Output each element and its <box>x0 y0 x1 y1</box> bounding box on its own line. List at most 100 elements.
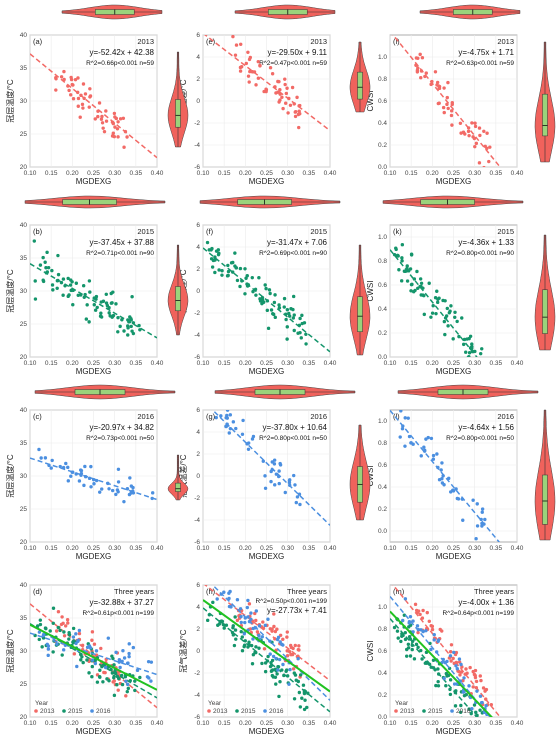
data-point-2016 <box>122 656 127 660</box>
x-tick-label: 0.15 <box>218 545 231 552</box>
data-point-2015 <box>50 268 54 273</box>
data-point-2015 <box>476 731 479 734</box>
data-point-2015 <box>99 311 103 315</box>
data-point-2013 <box>244 61 249 66</box>
data-point-2015 <box>304 342 308 346</box>
data-point-2015 <box>405 279 410 283</box>
data-point-2015 <box>250 275 254 280</box>
data-point-2015 <box>260 661 264 666</box>
data-point-2015 <box>61 293 65 297</box>
data-point-2013 <box>433 70 438 74</box>
data-point-2016 <box>82 483 86 488</box>
panel-year-label: 2013 <box>310 37 327 46</box>
data-point-2013 <box>416 630 420 635</box>
panel-letter: (h) <box>206 587 216 596</box>
data-point-2016 <box>296 656 300 661</box>
panel-year-label: 2015 <box>310 227 327 236</box>
x-tick-label: 0.25 <box>87 720 100 727</box>
data-point-2013 <box>60 615 64 619</box>
x-axis-label: MGDEXG <box>76 727 112 736</box>
data-point-2016 <box>89 485 93 489</box>
data-point-2016 <box>274 472 279 476</box>
data-point-2013 <box>471 685 475 689</box>
data-point-2013 <box>56 609 61 614</box>
y-tick-label: 0 <box>196 288 200 295</box>
y-tick-label: 0 <box>196 473 200 480</box>
top-violin-c <box>34 384 176 400</box>
fit-statistics: R^2=0.63p<0.001 n=59 <box>446 60 514 67</box>
data-point-2013 <box>262 89 266 94</box>
data-point-2013 <box>458 673 462 677</box>
fit-equation: y=-4.36x + 1.33 <box>458 238 514 247</box>
data-point-2015 <box>459 703 463 708</box>
fit-statistics: R^2=0.71p<0.001 n=90 <box>86 250 154 257</box>
data-point-2016 <box>125 487 130 491</box>
data-point-2016 <box>281 643 285 647</box>
legend-item-2015: 2015 <box>428 708 443 715</box>
data-point-2016 <box>480 524 484 528</box>
data-point-2015 <box>301 683 306 687</box>
legend-marker-2016 <box>90 709 94 713</box>
data-point-2015 <box>118 324 122 329</box>
data-point-2013 <box>449 659 453 663</box>
data-point-2016 <box>432 638 436 642</box>
legend-item-2013: 2013 <box>40 708 55 715</box>
panel-i: 0.10 0.15 0.20 0.25 0.30 0.35 0.40 0.0 0.2 0.4 0.6… <box>366 34 524 186</box>
data-point-2015 <box>85 303 89 307</box>
plot-marks <box>30 53 157 159</box>
data-point-2016 <box>432 632 436 637</box>
data-point-2015 <box>460 316 464 320</box>
data-point-2013 <box>297 644 301 648</box>
data-point-2015 <box>98 668 102 672</box>
y-tick-label: 1.0 <box>378 604 387 611</box>
data-point-2015 <box>105 303 110 308</box>
side-violin-i <box>534 41 556 163</box>
data-point-2016 <box>66 465 70 470</box>
data-point-2015 <box>94 294 99 299</box>
data-point-2013 <box>450 123 454 127</box>
data-point-2015 <box>270 658 275 663</box>
data-point-2016 <box>149 660 154 664</box>
data-point-2016 <box>103 665 108 670</box>
data-point-2013 <box>470 121 474 125</box>
data-point-2015 <box>436 679 440 684</box>
y-tick-label: 35 <box>20 615 28 622</box>
data-point-2015 <box>300 696 304 700</box>
data-point-2013 <box>256 76 261 80</box>
fit-statistics: R^2=0.80p<0.001 n=50 <box>446 435 514 442</box>
data-point-2015 <box>214 249 219 253</box>
data-point-2015 <box>56 625 60 630</box>
data-point-2016 <box>131 485 135 490</box>
data-point-2013 <box>442 86 446 90</box>
data-point-2015 <box>254 293 258 297</box>
y-tick-label: 30 <box>20 288 28 295</box>
violin-box <box>175 286 181 312</box>
data-point-2015 <box>448 692 453 697</box>
data-point-2013 <box>283 77 287 81</box>
legend-marker-2013 <box>207 709 211 713</box>
data-point-2016 <box>61 648 66 652</box>
data-point-2015 <box>60 653 64 657</box>
data-point-2016 <box>462 676 466 680</box>
x-tick-label: 0.15 <box>405 545 418 552</box>
data-point-2015 <box>399 279 404 283</box>
data-point-2015 <box>37 637 41 642</box>
data-point-2013 <box>104 119 109 123</box>
x-tick-label: 0.10 <box>197 545 210 552</box>
fit-line-2016 <box>30 457 157 501</box>
data-point-2013 <box>461 130 466 134</box>
data-point-2015 <box>250 662 255 666</box>
data-point-2015 <box>238 266 243 271</box>
data-point-2016 <box>238 607 243 611</box>
data-point-2015 <box>396 254 400 258</box>
data-point-2013 <box>275 627 279 631</box>
y-tick-label: 25 <box>20 681 28 688</box>
data-point-2015 <box>123 675 128 679</box>
data-point-2015 <box>464 350 468 354</box>
data-point-2013 <box>438 627 442 632</box>
panel-letter: (b) <box>33 227 43 236</box>
x-tick-label: 0.30 <box>468 545 481 552</box>
data-point-2015 <box>480 728 483 731</box>
data-point-2015 <box>251 653 256 657</box>
data-point-2015 <box>35 624 40 628</box>
